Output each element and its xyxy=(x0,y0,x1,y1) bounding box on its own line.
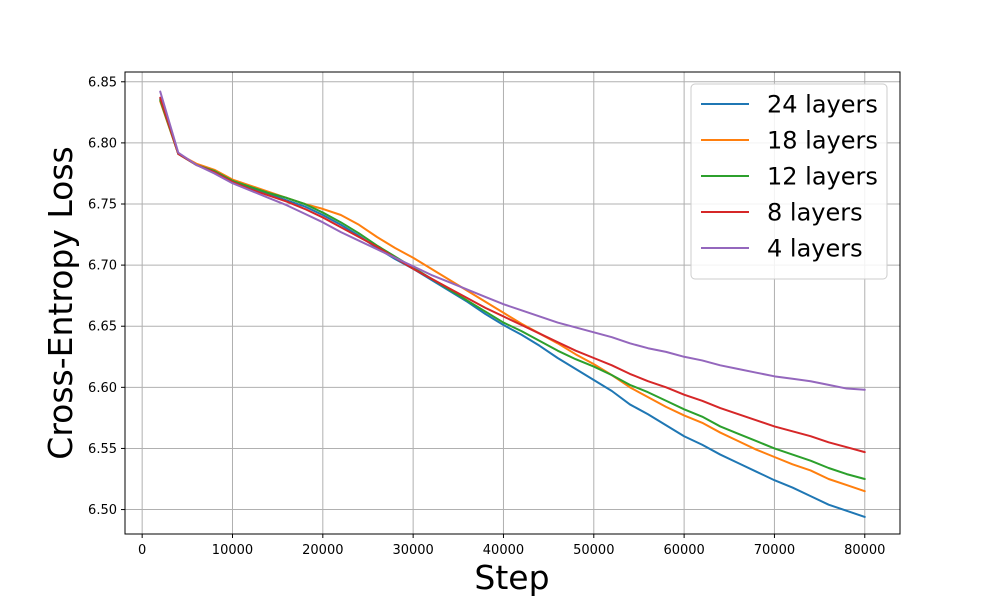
y-tick-label: 6.55 xyxy=(88,442,117,457)
legend: 24 layers 18 layers 12 layers 8 layers 4 lay… xyxy=(690,83,888,280)
legend-label: 12 layers xyxy=(767,163,878,191)
axis-ticks: 0 10000 20000 30000 40000 50000 60000 70000 8000… xyxy=(88,75,885,558)
x-tick-label: 50000 xyxy=(573,543,614,558)
x-axis-title: Step xyxy=(474,558,549,597)
y-tick-label: 6.70 xyxy=(88,259,117,274)
x-tick-label: 60000 xyxy=(663,543,704,558)
y-tick-label: 6.60 xyxy=(88,381,117,396)
x-tick-label: 30000 xyxy=(392,543,433,558)
series-line-8-layers xyxy=(159,96,866,454)
x-tick-label: 80000 xyxy=(844,543,885,558)
series-line-24-layers xyxy=(159,97,866,518)
x-tick-label: 20000 xyxy=(302,543,343,558)
series-line-12-layers xyxy=(159,99,866,480)
x-tick-label: 0 xyxy=(138,543,146,558)
x-tick-label: 70000 xyxy=(754,543,795,558)
legend-label: 18 layers xyxy=(767,127,878,155)
x-tick-label: 40000 xyxy=(483,543,524,558)
x-tick-label: 10000 xyxy=(212,543,253,558)
series-lines xyxy=(159,90,866,518)
y-tick-label: 6.50 xyxy=(88,503,117,518)
y-tick-label: 6.80 xyxy=(88,136,117,151)
y-tick-label: 6.85 xyxy=(88,75,117,90)
y-tick-label: 6.75 xyxy=(88,198,117,213)
y-axis-title: Cross-Entropy Loss xyxy=(41,146,80,459)
legend-label: 4 layers xyxy=(767,235,863,263)
plot-area-frame xyxy=(124,71,901,535)
y-tick-label: 6.65 xyxy=(88,320,117,335)
legend-label: 8 layers xyxy=(767,199,863,227)
legend-box xyxy=(690,83,888,280)
series-line-4-layers xyxy=(159,90,866,391)
legend-label: 24 layers xyxy=(767,91,878,119)
